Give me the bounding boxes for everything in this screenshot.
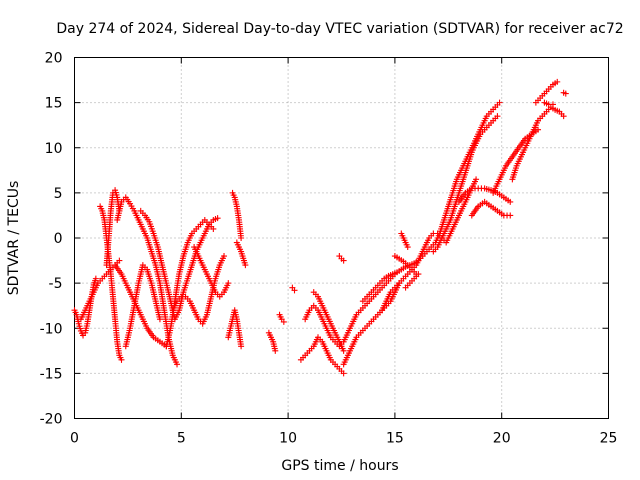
data-point (280, 318, 287, 325)
y-tick-label: 5 (54, 186, 63, 202)
y-tick-label: 0 (54, 231, 63, 247)
data-point (340, 347, 347, 354)
data-point (174, 361, 181, 368)
data-point (221, 253, 228, 260)
data-point (92, 275, 99, 282)
x-tick-label: 0 (70, 431, 79, 447)
data-point (238, 343, 245, 350)
y-tick-label: -5 (49, 276, 63, 292)
y-tick-label: -15 (40, 366, 63, 382)
data-points (71, 78, 569, 377)
chart-title: Day 274 of 2024, Sidereal Day-to-day VTE… (56, 21, 623, 37)
data-point (225, 280, 232, 287)
data-point (272, 347, 279, 354)
data-point (291, 287, 298, 294)
data-point (404, 244, 411, 251)
data-point (554, 78, 561, 85)
x-tick-label: 10 (279, 431, 297, 447)
data-point (156, 316, 163, 323)
y-tick-label: -10 (40, 321, 63, 337)
x-tick-label: 25 (600, 431, 618, 447)
data-point (340, 370, 347, 377)
data-point (238, 235, 245, 241)
data-point (507, 198, 514, 205)
data-point (415, 271, 422, 278)
y-tick-label: -20 (40, 412, 63, 428)
data-point (507, 212, 514, 219)
x-tick-label: 5 (177, 431, 186, 447)
data-point (496, 99, 503, 106)
data-point (210, 225, 217, 232)
y-tick-label: 20 (45, 51, 63, 67)
data-point (116, 257, 123, 264)
data-point (214, 215, 221, 222)
y-tick-label: 15 (45, 96, 63, 112)
x-tick-label: 15 (386, 431, 404, 447)
data-point (494, 113, 501, 120)
data-point (118, 356, 125, 363)
x-tick-labels: 0 5 10 15 20 25 (70, 431, 617, 447)
axis-ticks (74, 57, 609, 419)
y-tick-labels: -20 -15 -10 -5 0 5 10 15 20 (40, 51, 63, 428)
data-point (242, 262, 249, 269)
data-point (473, 176, 480, 183)
y-tick-label: 10 (45, 141, 63, 157)
data-point (562, 90, 569, 97)
y-axis-label: SDTVAR / TECUs (6, 181, 22, 296)
data-point (340, 257, 347, 264)
x-tick-label: 20 (493, 431, 511, 447)
data-point (560, 113, 567, 120)
data-point (549, 101, 556, 108)
x-axis-label: GPS time / hours (281, 458, 398, 474)
